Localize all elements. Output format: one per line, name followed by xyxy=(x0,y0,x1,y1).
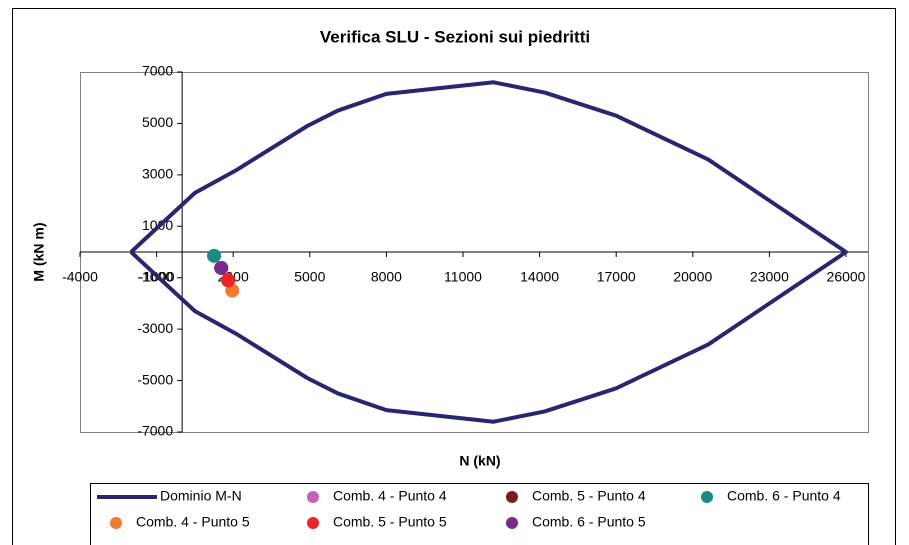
legend-box xyxy=(90,483,869,545)
x-tick-label: 17000 xyxy=(597,269,636,285)
legend-swatch xyxy=(307,517,319,529)
x-tick-label: 20000 xyxy=(673,269,712,285)
data-point xyxy=(221,273,236,288)
legend-label: Comb. 6 - Punto 5 xyxy=(532,514,646,530)
y-tick-label: -7000 xyxy=(137,423,173,439)
x-tick-label: 11000 xyxy=(444,269,482,285)
legend-swatch xyxy=(506,491,518,503)
chart-title: Verifica SLU - Sezioni sui piedritti xyxy=(320,27,590,46)
y-tick-label: 7000 xyxy=(142,63,173,79)
legend-label: Comb. 6 - Punto 4 xyxy=(727,488,841,504)
x-tick-label: 14000 xyxy=(520,269,559,285)
legend-swatch xyxy=(506,517,518,529)
legend-swatch xyxy=(701,491,713,503)
legend-swatch xyxy=(307,491,319,503)
data-point xyxy=(214,260,229,275)
y-tick-label: 5000 xyxy=(142,114,173,130)
y-tick-label: 3000 xyxy=(142,166,173,182)
y-axis-title: M (kN m) xyxy=(31,222,47,281)
x-tick-label: 26000 xyxy=(827,269,866,285)
data-point xyxy=(207,248,222,263)
legend-label: Comb. 4 - Punto 5 xyxy=(136,514,250,530)
x-tick-label: 8000 xyxy=(371,269,402,285)
legend-label: Comb. 5 - Punto 4 xyxy=(532,488,646,504)
domain-line xyxy=(129,80,848,424)
legend-label: Comb. 4 - Punto 4 xyxy=(333,488,447,504)
x-axis-title: N (kN) xyxy=(459,453,500,469)
x-tick-label: 23000 xyxy=(750,269,789,285)
x-tick-label: -4000 xyxy=(62,269,98,285)
y-tick-label: -3000 xyxy=(137,320,173,336)
x-tick-label: 5000 xyxy=(294,269,325,285)
legend-label: Comb. 5 - Punto 5 xyxy=(333,514,447,530)
legend-label: Dominio M-N xyxy=(160,488,242,504)
legend-swatch xyxy=(110,517,122,529)
y-tick-label: -5000 xyxy=(137,371,173,387)
